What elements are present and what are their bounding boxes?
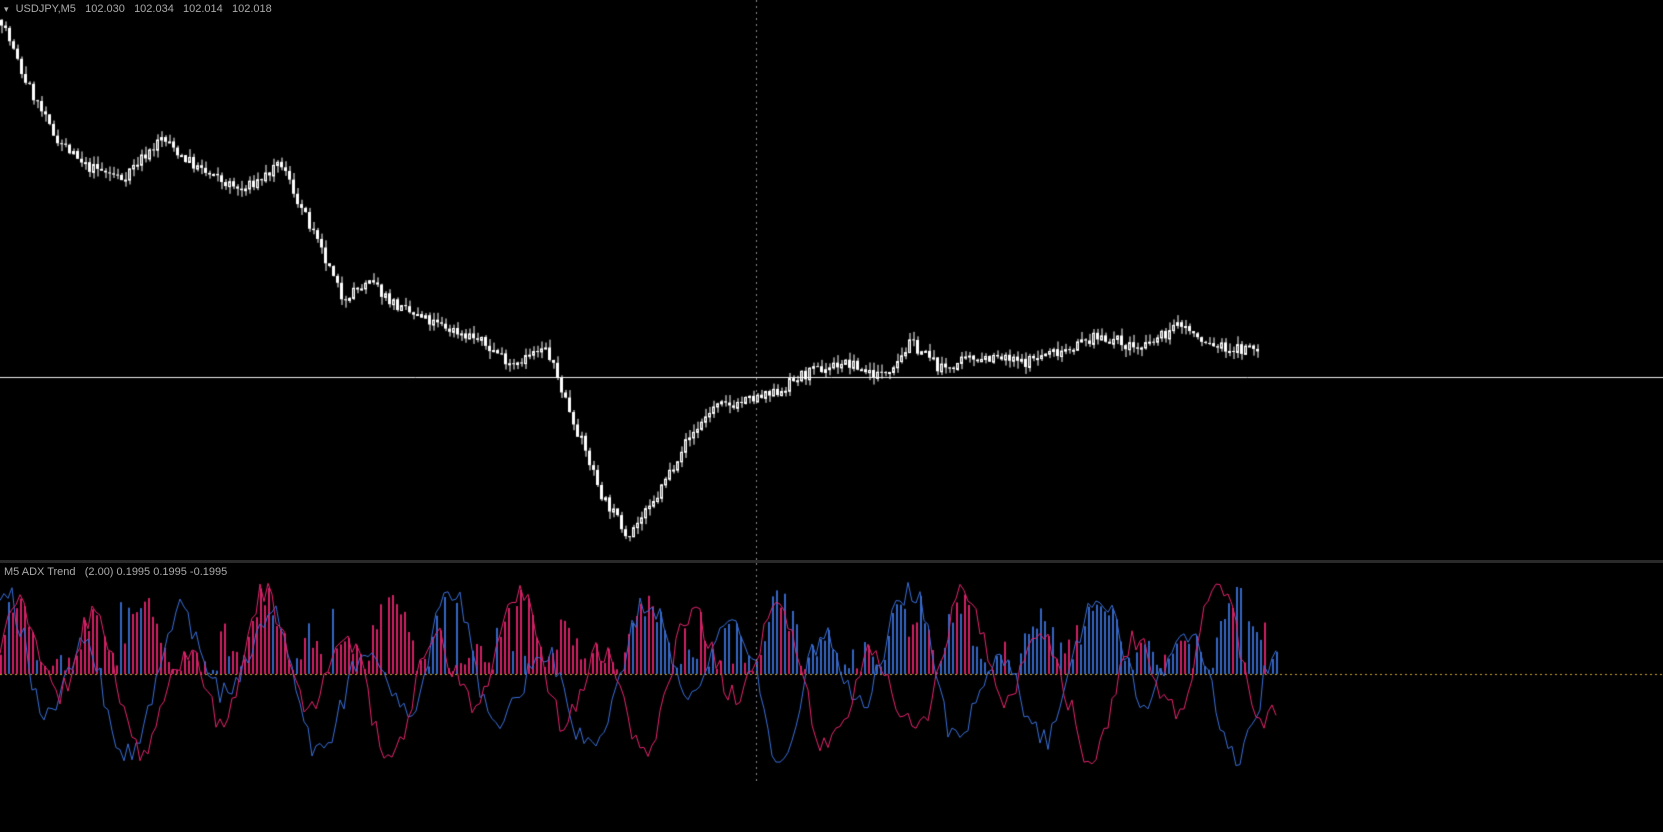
- indicator-params: (2.00) 0.1995 0.1995 -0.1995: [85, 566, 228, 578]
- indicator-label: M5 ADX Trend (2.00) 0.1995 0.1995 -0.199…: [4, 566, 227, 578]
- ohlc-high: 102.034: [134, 3, 174, 15]
- price-canvas[interactable]: [0, 0, 1663, 560]
- indicator-name: M5 ADX Trend: [4, 566, 76, 578]
- ohlc-open: 102.030: [85, 3, 125, 15]
- symbol-text: USDJPY,M5: [16, 3, 76, 15]
- indicator-canvas[interactable]: [0, 563, 1663, 781]
- ohlc-close: 102.018: [232, 3, 272, 15]
- chart-menu-icon[interactable]: ▾: [4, 4, 9, 15]
- chart-symbol-label: ▾ USDJPY,M5 102.030 102.034 102.014 102.…: [4, 3, 272, 15]
- chart-container: ▾ USDJPY,M5 102.030 102.034 102.014 102.…: [0, 0, 1663, 832]
- main-price-chart[interactable]: ▾ USDJPY,M5 102.030 102.034 102.014 102.…: [0, 0, 1663, 560]
- ohlc-low: 102.014: [183, 3, 223, 15]
- indicator-panel[interactable]: M5 ADX Trend (2.00) 0.1995 0.1995 -0.199…: [0, 563, 1663, 781]
